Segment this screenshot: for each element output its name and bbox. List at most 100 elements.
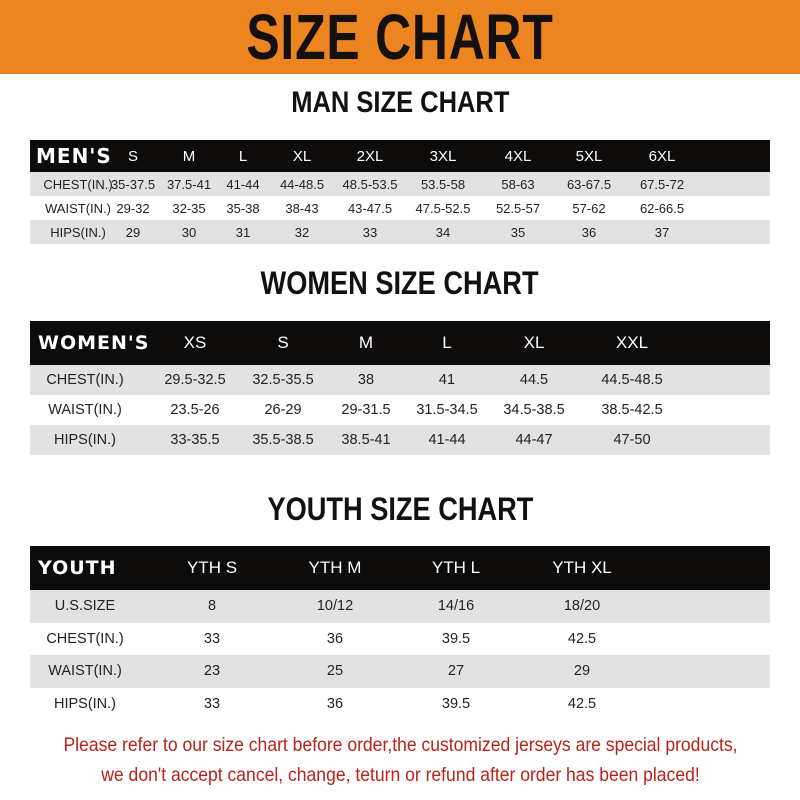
table-cell: 8 (207, 598, 217, 615)
table-row: U.S.SIZE 8 10/12 14/16 18/20 (30, 590, 770, 623)
table-cell: 37 (654, 224, 670, 240)
table-cell: 38 (357, 372, 375, 388)
table-cell: 35 (510, 224, 526, 240)
row-label: U.S.SIZE (54, 598, 116, 615)
size-column-header: YTH S (186, 558, 238, 577)
table-cell: 10/12 (316, 598, 354, 615)
table-row: HIPS(IN.) 33-35.5 35.5-38.5 38.5-41 41-44 44-… (30, 425, 770, 455)
table-header-row: MEN'S S M L XL 2XL 3XL 4XL 5XL 6XL (30, 140, 770, 172)
table-cell: 29-31.5 (341, 402, 391, 418)
table-header-row: WOMEN'S XS S M L XL XXL (30, 321, 770, 365)
size-column-header: XXL (615, 333, 649, 352)
table-cell: 67.5-72 (639, 176, 685, 192)
table-cell: 23.5-26 (170, 402, 220, 418)
size-column-header: YTH L (431, 558, 481, 577)
table-cell: 62-66.5 (639, 200, 685, 216)
table-corner-label: MEN'S (36, 144, 112, 168)
table-cell: 57-62 (572, 200, 606, 216)
table-cell: 34 (435, 224, 451, 240)
table-header-row: YOUTH YTH S YTH M YTH L YTH XL (30, 546, 770, 590)
table-cell: 29 (125, 224, 141, 240)
row-label: HIPS(IN.) (53, 695, 117, 712)
table-row: WAIST(IN.) 23 25 27 29 (30, 655, 770, 688)
table-corner-label: WOMEN'S (38, 332, 150, 354)
table-row: HIPS(IN.) 29 30 31 32 33 34 35 36 37 (30, 220, 770, 244)
size-column-header: M (182, 147, 196, 165)
table-cell: 25 (326, 663, 344, 680)
table-cell: 58-63 (501, 176, 535, 192)
size-column-header: 5XL (575, 147, 603, 165)
youth-section-title: YOUTH SIZE CHART (267, 491, 533, 527)
table-cell: 35-37.5 (110, 176, 156, 192)
size-column-header: L (442, 333, 452, 352)
table-cell: 33 (203, 695, 221, 712)
table-cell: 31 (235, 224, 251, 240)
table-row: CHEST(IN.) 29.5-32.5 32.5-35.5 38 41 44.5 44.5… (30, 365, 770, 395)
table-corner-label: YOUTH (38, 557, 117, 579)
table-cell: 42.5 (567, 695, 597, 712)
table-cell: 36 (326, 630, 344, 647)
table-cell: 44.5-48.5 (601, 372, 663, 388)
youth-size-table: YOUTH YTH S YTH M YTH L YTH XL U.S.SIZE 8 10/12… (30, 546, 770, 720)
women-section-title: WOMEN SIZE CHART (260, 265, 540, 301)
table-cell: 36 (581, 224, 597, 240)
table-cell: 18/20 (563, 598, 601, 615)
men-section-title: MAN SIZE CHART (290, 86, 510, 119)
table-cell: 39.5 (441, 695, 471, 712)
size-column-header: XL (523, 333, 545, 352)
table-cell: 36 (326, 695, 344, 712)
table-cell: 29-32 (116, 200, 150, 216)
size-column-header: XL (292, 147, 312, 165)
table-cell: 35-38 (226, 200, 260, 216)
table-row: WAIST(IN.) 29-32 32-35 35-38 38-43 43-47.5 47.… (30, 196, 770, 220)
row-label: HIPS(IN.) (50, 224, 106, 240)
size-column-header: 6XL (648, 147, 676, 165)
table-cell: 38.5-42.5 (601, 402, 663, 418)
table-cell: 48.5-53.5 (342, 176, 398, 192)
size-column-header: M (358, 333, 374, 352)
table-row: CHEST(IN.) 33 36 39.5 42.5 (30, 622, 770, 655)
table-row: WAIST(IN.) 23.5-26 26-29 29-31.5 31.5-34.5 34… (30, 395, 770, 425)
size-column-header: S (127, 147, 139, 165)
row-label: CHEST(IN.) (46, 372, 124, 388)
table-cell: 32-35 (172, 200, 206, 216)
size-column-header: YTH XL (552, 558, 612, 577)
table-cell: 37.5-41 (166, 176, 212, 192)
table-cell: 39.5 (441, 630, 471, 647)
table-cell: 26-29 (264, 402, 302, 418)
size-column-header: S (277, 333, 289, 352)
table-cell: 14/16 (437, 598, 475, 615)
table-cell: 47-50 (613, 432, 651, 448)
row-label: CHEST(IN.) (43, 176, 113, 192)
table-cell: 41-44 (428, 432, 466, 448)
table-cell: 41-44 (226, 176, 260, 192)
row-label: CHEST(IN.) (46, 630, 124, 647)
table-cell: 29 (573, 663, 591, 680)
table-row: HIPS(IN.) 33 36 39.5 42.5 (30, 687, 770, 720)
table-cell: 33 (362, 224, 378, 240)
notice-line-2: we don't accept cancel, change, teturn o… (100, 764, 700, 786)
table-cell: 47.5-52.5 (415, 200, 471, 216)
men-size-table: MEN'S S M L XL 2XL 3XL 4XL 5XL 6XL CHEST(IN.) 35-37… (30, 140, 770, 244)
table-cell: 29.5-32.5 (164, 372, 226, 388)
table-cell: 38.5-41 (341, 432, 391, 448)
size-column-header: 4XL (504, 147, 532, 165)
table-cell: 44-47 (515, 432, 553, 448)
size-column-header: L (238, 147, 248, 165)
table-cell: 38-43 (285, 200, 319, 216)
table-cell: 32 (294, 224, 310, 240)
table-cell: 23 (203, 663, 221, 680)
table-cell: 32.5-35.5 (252, 372, 314, 388)
row-label: HIPS(IN.) (53, 432, 117, 448)
row-label: WAIST(IN.) (48, 402, 122, 418)
table-cell: 44.5 (519, 372, 549, 388)
row-label: WAIST(IN.) (48, 663, 122, 680)
notice-line-1: Please refer to our size chart before or… (62, 734, 738, 756)
table-cell: 41 (438, 372, 456, 388)
table-row: CHEST(IN.) 35-37.5 37.5-41 41-44 44-48.5 48.5… (30, 172, 770, 196)
table-cell: 31.5-34.5 (416, 402, 478, 418)
table-cell: 33 (203, 630, 221, 647)
banner-title: SIZE CHART (246, 1, 554, 73)
size-column-header: XS (183, 333, 207, 352)
table-cell: 35.5-38.5 (252, 432, 314, 448)
